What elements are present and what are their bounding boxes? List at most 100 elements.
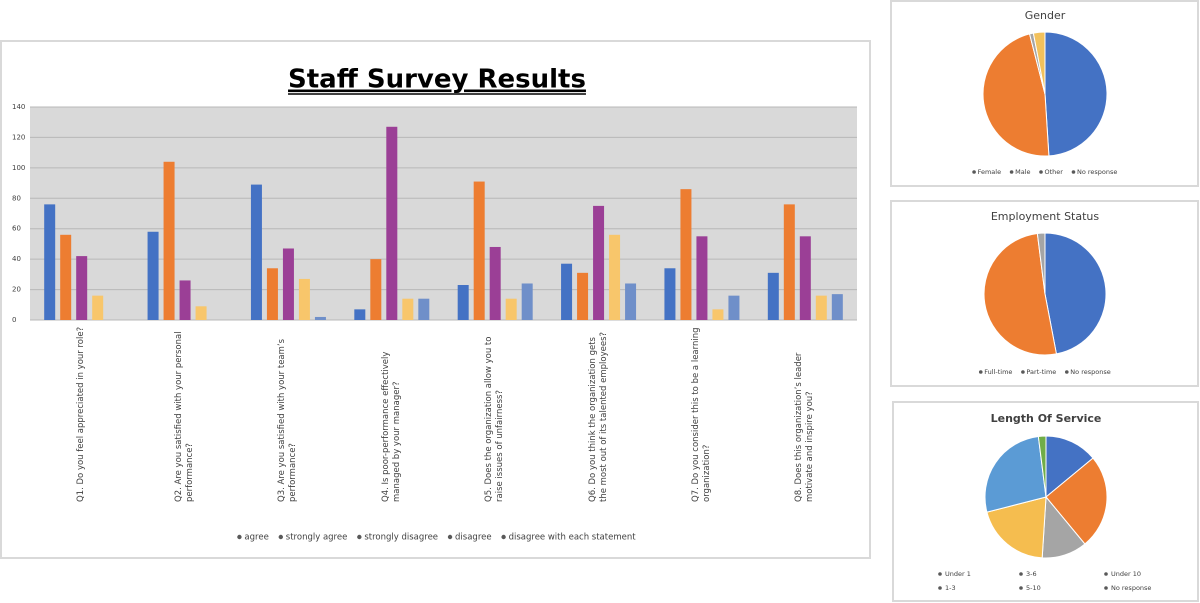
bar (815, 295, 827, 320)
pie-slice (1032, 31, 1046, 95)
bar (147, 231, 159, 320)
legend-marker (357, 534, 362, 540)
legend-marker (501, 534, 506, 540)
chart-title: Staff Survey Results (288, 65, 586, 95)
legend-label: disagree with each statement (509, 533, 637, 543)
legend-marker (1039, 170, 1043, 174)
bar (418, 298, 430, 320)
x-tick-label: Q5. Does the organization allow you to r… (484, 336, 506, 502)
legend-label: Part-time (1026, 368, 1056, 376)
bar (505, 298, 517, 320)
pie-slice (1045, 457, 1108, 545)
bar (831, 294, 843, 320)
bar (76, 256, 88, 320)
bar (250, 184, 262, 320)
legend-label: disagree (455, 533, 492, 543)
bar (163, 161, 175, 320)
legend-marker (447, 534, 453, 540)
legend-label: 3-6 (1026, 570, 1037, 578)
bar (561, 263, 573, 320)
x-tick-label: Q7. Do you consider this to be a learnin… (690, 327, 712, 502)
y-tick-label: 80 (12, 194, 21, 202)
legend-label: Other (1045, 168, 1064, 176)
bar (593, 205, 605, 320)
bar (60, 234, 72, 320)
bar (92, 295, 104, 320)
legend-marker (278, 534, 284, 540)
pie-slice (1044, 31, 1108, 157)
pie-slice (1036, 232, 1046, 295)
bar (179, 280, 191, 320)
pie-slice (982, 33, 1050, 157)
legend-marker (1019, 586, 1023, 590)
y-tick-label: 120 (12, 133, 25, 141)
x-tick-label: Q3. Are you satisfied with your team’s p… (277, 338, 299, 502)
chart-title: Length Of Service (991, 412, 1102, 425)
y-tick-label: 0 (12, 316, 16, 324)
x-tick-label: Q2. Are you satisfied with your personal… (174, 331, 196, 502)
legend-label: No response (1077, 168, 1117, 176)
bar (457, 285, 469, 320)
bar (609, 234, 621, 320)
legend-marker (978, 370, 983, 374)
y-tick-label: 20 (12, 286, 21, 294)
bar (354, 309, 366, 320)
pie-slice (1044, 232, 1107, 355)
bar (489, 246, 501, 320)
legend-label: 1-3 (945, 584, 956, 592)
legend-label: Under 1 (945, 570, 971, 578)
pie-slice (986, 496, 1047, 559)
legend-marker (237, 534, 242, 540)
chart-title: Employment Status (991, 210, 1100, 223)
bar (664, 268, 676, 320)
bar (282, 248, 294, 320)
bar (712, 309, 724, 320)
pie-slice (1045, 435, 1094, 499)
pie-slice (984, 435, 1047, 513)
y-tick-label: 140 (12, 103, 25, 111)
legend-marker (1021, 370, 1025, 374)
bar (386, 126, 398, 321)
bar (783, 204, 795, 320)
legend-marker (1104, 572, 1108, 576)
legend-label: agree (244, 533, 268, 543)
y-tick-label: 40 (12, 255, 21, 263)
bar (767, 272, 779, 320)
legend-marker (1104, 586, 1108, 590)
bar (266, 268, 278, 320)
y-tick-label: 100 (12, 164, 25, 172)
legend-marker (972, 170, 976, 174)
bar (696, 236, 708, 320)
legend-marker (1071, 170, 1076, 174)
legend-marker (1009, 170, 1014, 174)
bar (402, 298, 414, 320)
bar (473, 181, 485, 320)
bar (728, 295, 740, 320)
legend-label: strongly agree (286, 533, 348, 543)
bar (680, 189, 692, 320)
legend-marker (938, 572, 942, 576)
x-tick-label: Q4. Is poor-performance effectively mana… (380, 351, 402, 502)
legend-marker (1064, 370, 1069, 374)
legend-label: strongly disagree (364, 533, 438, 543)
x-tick-label: Q8. Does this organization’s leader moti… (794, 352, 816, 502)
chart-title: Gender (1025, 9, 1066, 22)
legend-marker (1019, 572, 1023, 576)
legend-marker (938, 586, 942, 590)
legend-label: Under 10 (1111, 570, 1141, 578)
bar (298, 278, 310, 320)
legend-label: No response (1070, 368, 1110, 376)
bar (314, 316, 326, 320)
legend-label: Male (1015, 168, 1030, 176)
pie-slice (1037, 435, 1047, 498)
bar (370, 259, 382, 320)
legend-label: No response (1111, 584, 1151, 592)
legend-label: 5-10 (1026, 584, 1041, 592)
pie-slice (983, 232, 1058, 356)
bar (521, 283, 533, 320)
legend-label: Full-time (984, 368, 1012, 376)
bar (799, 236, 811, 320)
bar (195, 306, 207, 320)
